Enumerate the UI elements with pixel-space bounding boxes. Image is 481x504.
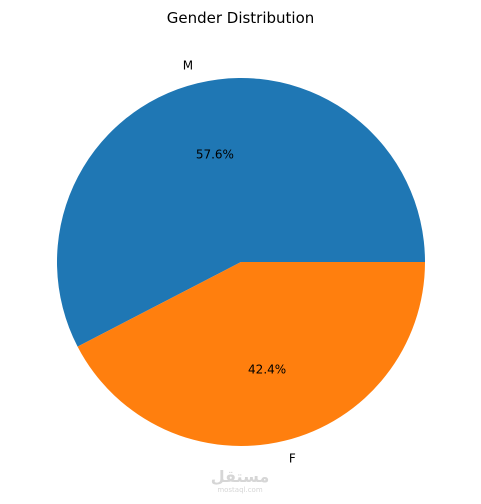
slice-label-m: M <box>183 58 193 72</box>
watermark-logo: مستقل mostaql.com <box>211 467 270 494</box>
watermark-subtext: mostaql.com <box>217 486 263 494</box>
watermark-text: مستقل <box>211 467 270 486</box>
pie-labels: M 57.6% F 42.4% <box>183 58 296 465</box>
pie-slice-f <box>77 262 426 447</box>
pie-slices <box>57 78 426 447</box>
pct-label-m: 57.6% <box>196 148 234 162</box>
pie-slice-m <box>57 78 425 347</box>
slice-label-f: F <box>289 452 296 466</box>
pct-label-f: 42.4% <box>248 362 286 376</box>
chart-title: Gender Distribution <box>167 9 315 27</box>
